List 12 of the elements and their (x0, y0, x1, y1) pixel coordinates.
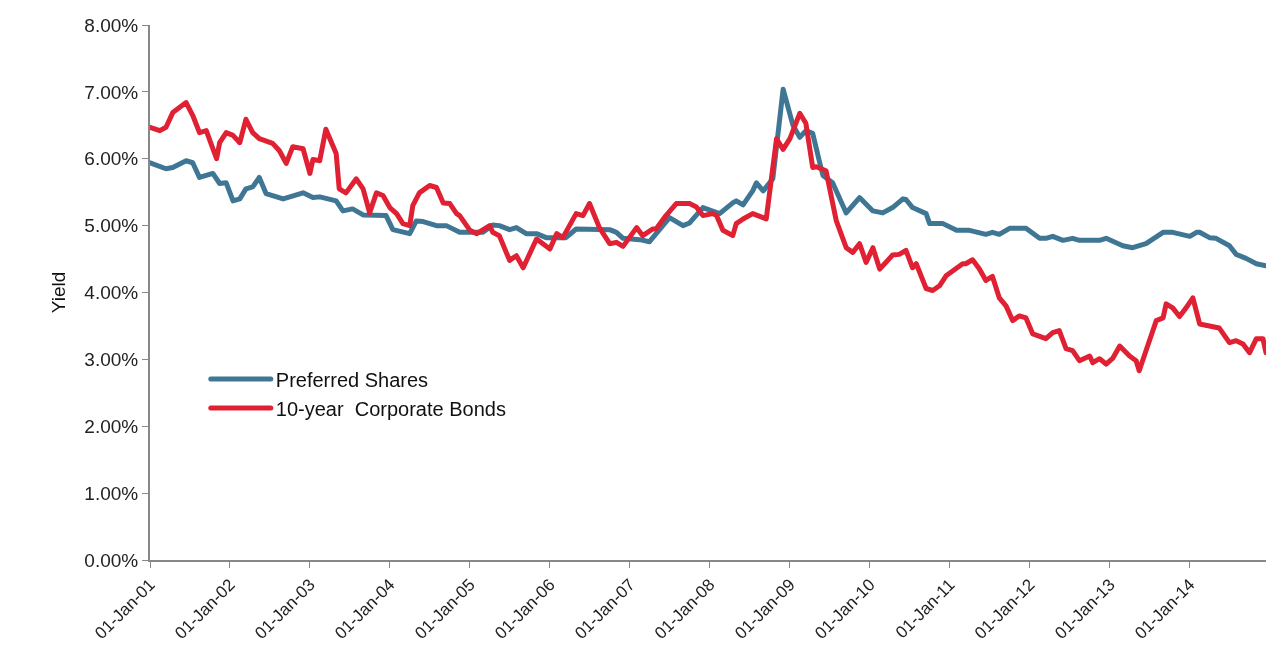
legend-label: Preferred Shares (275, 368, 429, 391)
y-tick-label: 3.00% (84, 349, 139, 371)
y-tick-label: 7.00% (84, 81, 139, 103)
y-axis-title: Yield (47, 271, 69, 314)
legend-label: 10-year Corporate Bonds (275, 397, 506, 420)
y-tick-label: 1.00% (84, 482, 139, 504)
y-tick-label: 4.00% (84, 282, 139, 304)
y-tick-label: 0.00% (84, 549, 139, 571)
y-tick-label: 2.00% (84, 415, 139, 437)
y-tick-label: 5.00% (84, 215, 139, 237)
y-tick-label: 6.00% (84, 148, 139, 170)
y-tick-label: 8.00% (84, 14, 139, 36)
